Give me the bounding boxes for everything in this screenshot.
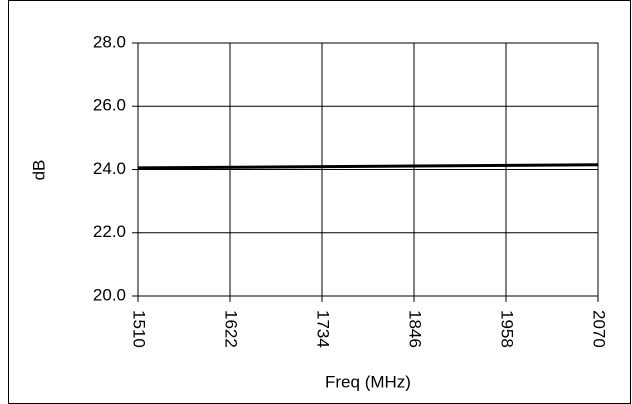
- x-tick-label: 1734: [314, 310, 333, 348]
- x-tick-label: 1510: [130, 310, 149, 348]
- y-tick-label: 26.0: [93, 96, 126, 115]
- y-axis-title: dB: [29, 160, 48, 181]
- y-tick-label: 20.0: [93, 285, 126, 304]
- y-tick-label: 22.0: [93, 222, 126, 241]
- y-tick-label: 24.0: [93, 159, 126, 178]
- x-tick-label: 1622: [222, 310, 241, 348]
- x-tick-label: 1846: [406, 310, 425, 348]
- y-tick-label: 28.0: [93, 32, 126, 51]
- data-line: [137, 163, 599, 170]
- x-tick-label: 2070: [590, 310, 609, 348]
- x-axis-title: Freq (MHz): [325, 372, 411, 391]
- x-tick-label: 1958: [498, 310, 517, 348]
